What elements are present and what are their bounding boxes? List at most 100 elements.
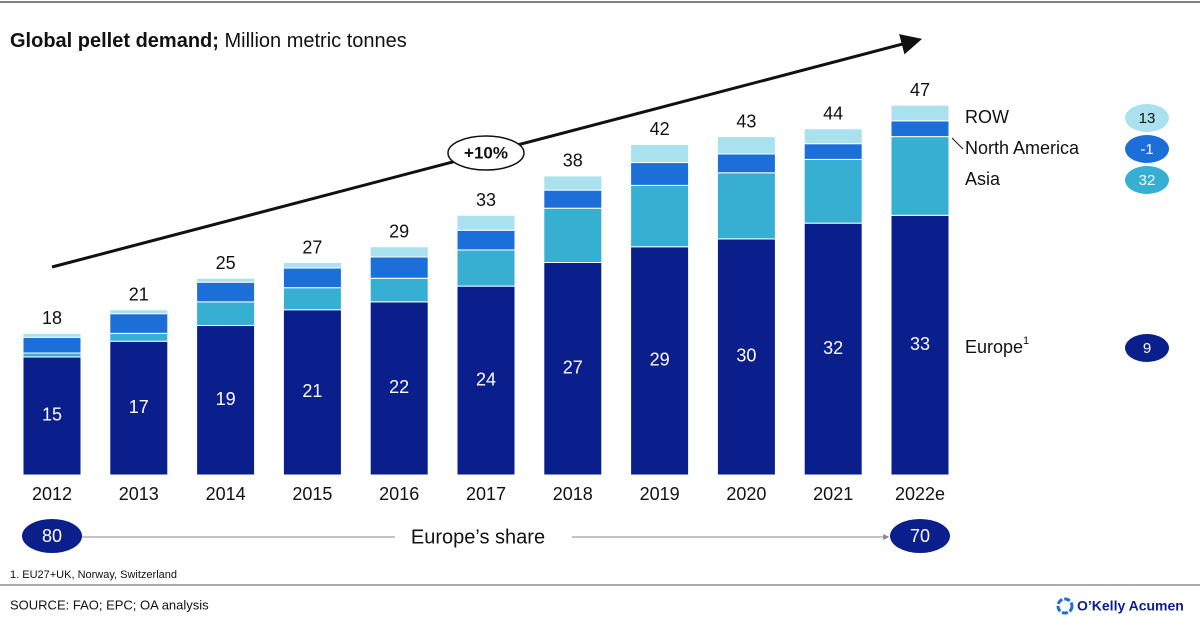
bar-segment [22, 332, 82, 338]
bar-segment [630, 246, 690, 476]
bar-segment [196, 277, 256, 283]
share-value: 70 [910, 526, 930, 546]
legend-label: Europe1 [965, 335, 1029, 357]
total-label: 47 [910, 80, 930, 100]
bar-segment [369, 256, 429, 279]
x-tick-label: 2021 [813, 484, 853, 504]
legend-label: North America [965, 138, 1080, 158]
total-label: 44 [823, 103, 843, 123]
bar-segment [456, 214, 516, 231]
bar-segment [196, 301, 256, 326]
bar-segment [803, 128, 863, 145]
bar-segment [543, 189, 603, 209]
total-label: 29 [389, 222, 409, 242]
bar-segment [456, 249, 516, 287]
bar-segment [803, 143, 863, 160]
x-tick-label: 2022e [895, 484, 945, 504]
bar-segment [803, 158, 863, 224]
total-label: 38 [563, 151, 583, 171]
bar-segment [22, 352, 82, 358]
growth-label: -1 [1140, 141, 1153, 158]
total-label: 42 [650, 119, 670, 139]
bar-segment [196, 324, 256, 476]
share-bubble [22, 519, 82, 553]
bar-segment [890, 214, 950, 476]
segment-label: 29 [650, 350, 670, 370]
segment-label: 22 [389, 377, 409, 397]
chart-title: Global pellet demand; Million metric ton… [10, 30, 407, 52]
bar-segment [630, 143, 690, 164]
bar-segment [369, 277, 429, 303]
bar-segment [716, 136, 776, 155]
bar-segment [630, 184, 690, 248]
segment-label: 24 [476, 369, 496, 389]
legend-name: ROW [965, 107, 1009, 127]
segment-label: 17 [129, 397, 149, 417]
bar-segment [369, 301, 429, 476]
trend-label: +10% [464, 143, 508, 162]
segment-label: 27 [563, 358, 583, 378]
segment-label: 19 [216, 389, 236, 409]
growth-label: 13 [1139, 110, 1156, 127]
segment-label: 32 [823, 338, 843, 358]
source: SOURCE: FAO; EPC; OA analysis [10, 597, 209, 612]
bar-segment [196, 281, 256, 303]
legend-superscript: 1 [1023, 335, 1029, 347]
bar-segment [803, 222, 863, 476]
bar-segment [109, 313, 169, 334]
bar-segment [716, 153, 776, 174]
share-label: Europe’s share [411, 526, 545, 548]
growth-bubble [1125, 135, 1169, 163]
total-label: 43 [736, 111, 756, 131]
bar-segment [456, 285, 516, 476]
bar-segment [716, 172, 776, 240]
bar-segment [456, 229, 516, 251]
segment-label: 30 [736, 346, 756, 366]
x-tick-label: 2013 [119, 484, 159, 504]
growth-bubble [1125, 166, 1169, 194]
legend-name: Asia [965, 169, 1001, 189]
total-label: 33 [476, 190, 496, 210]
brand-logo: O’Kelly Acumen [1056, 597, 1184, 615]
x-tick-label: 2019 [640, 484, 680, 504]
bar-segment [543, 175, 603, 191]
legend-label: Asia [965, 169, 1001, 189]
brand-name: O’Kelly Acumen [1077, 598, 1184, 614]
share-bubble [890, 519, 950, 553]
footnote: 1. EU27+UK, Norway, Switzerland [10, 569, 177, 581]
share-value: 80 [42, 526, 62, 546]
x-tick-label: 2015 [292, 484, 332, 504]
bar-segment [109, 332, 169, 342]
growth-label: 9 [1143, 340, 1151, 357]
x-tick-label: 2014 [206, 484, 246, 504]
legend-name: North America [965, 138, 1080, 158]
bar-segment [22, 356, 82, 476]
total-label: 25 [216, 253, 236, 273]
segment-label: 33 [910, 334, 930, 354]
bar-segment [369, 246, 429, 258]
bar-segment [630, 162, 690, 186]
bar-segment [109, 309, 169, 315]
total-label: 18 [42, 308, 62, 328]
growth-bubble [1125, 334, 1169, 362]
bar-segment [890, 120, 950, 138]
growth-bubble [1125, 104, 1169, 132]
legend-leader [951, 137, 964, 150]
trend-bubble [447, 135, 525, 171]
bar-segment [109, 340, 169, 476]
bar-segment [716, 238, 776, 476]
segment-label: 21 [302, 381, 322, 401]
x-tick-label: 2020 [726, 484, 766, 504]
bar-segment [282, 267, 342, 289]
bar-segment [543, 262, 603, 476]
total-label: 21 [129, 284, 149, 304]
bar-segment [543, 207, 603, 264]
bar-segment [282, 287, 342, 311]
legend-label: ROW [965, 107, 1009, 127]
legend-name: Europe [965, 337, 1023, 357]
total-label: 27 [302, 237, 322, 257]
x-tick-label: 2017 [466, 484, 506, 504]
bar-segment [890, 104, 950, 122]
x-tick-label: 2016 [379, 484, 419, 504]
